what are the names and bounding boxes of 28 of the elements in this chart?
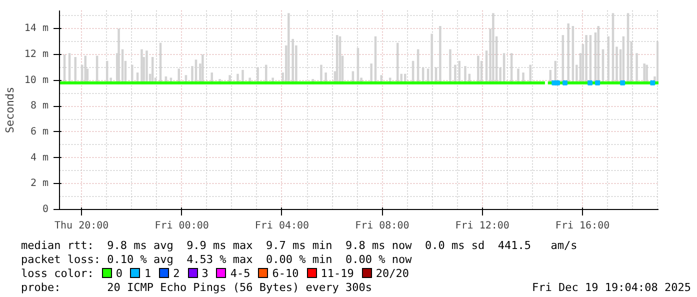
x-tick-label: Fri 12:00 <box>455 220 510 232</box>
text: median rtt: 9.8 ms avg 9.9 ms max 9.7 ms min 9.8 ms now 0.0 ms sd 441.5 am/s <box>21 239 578 253</box>
legend-label: 3 <box>202 267 208 280</box>
legend-label: 11-19 <box>320 267 354 280</box>
x-tick-label: Fri 04:00 <box>254 220 310 232</box>
legend-label: 20/20 <box>376 267 409 280</box>
y-tick-label: 4 m <box>30 152 48 164</box>
text: probe: 20 ICMP Echo Pings (56 Bytes) every 300s <box>21 281 372 295</box>
y-tick-label: 8 m <box>30 100 48 112</box>
y-tick-label: 14 m <box>24 23 49 34</box>
legend-label: 0 <box>116 267 122 280</box>
legend-label: 6-10 <box>272 267 299 280</box>
text: Fri Dec 19 19:04:08 2025 <box>532 281 691 295</box>
x-tick-label: Thu 20:00 <box>54 220 109 232</box>
x-tick-label: Fri 16:00 <box>555 220 610 232</box>
x-tick-label: Fri 08:00 <box>355 220 410 232</box>
text: packet loss: 0.10 % avg 4.53 % max 0.00 % min 0.00 % now <box>21 253 413 267</box>
legend-label: 2 <box>173 267 180 280</box>
y-tick-label: 12 m <box>24 48 49 60</box>
legend-title: loss color: <box>21 267 94 280</box>
legend-label: 1 <box>144 267 152 280</box>
y-tick-label: 6 m <box>30 126 48 138</box>
x-tick-label: Fri 00:00 <box>154 220 209 232</box>
y-tick-label: 0 <box>42 204 49 215</box>
y-tick-label: 10 m <box>24 74 49 86</box>
y-tick-label: 2 m <box>30 178 48 190</box>
legend-label: 4-5 <box>230 267 250 280</box>
y-axis-title: Seconds <box>3 86 16 134</box>
